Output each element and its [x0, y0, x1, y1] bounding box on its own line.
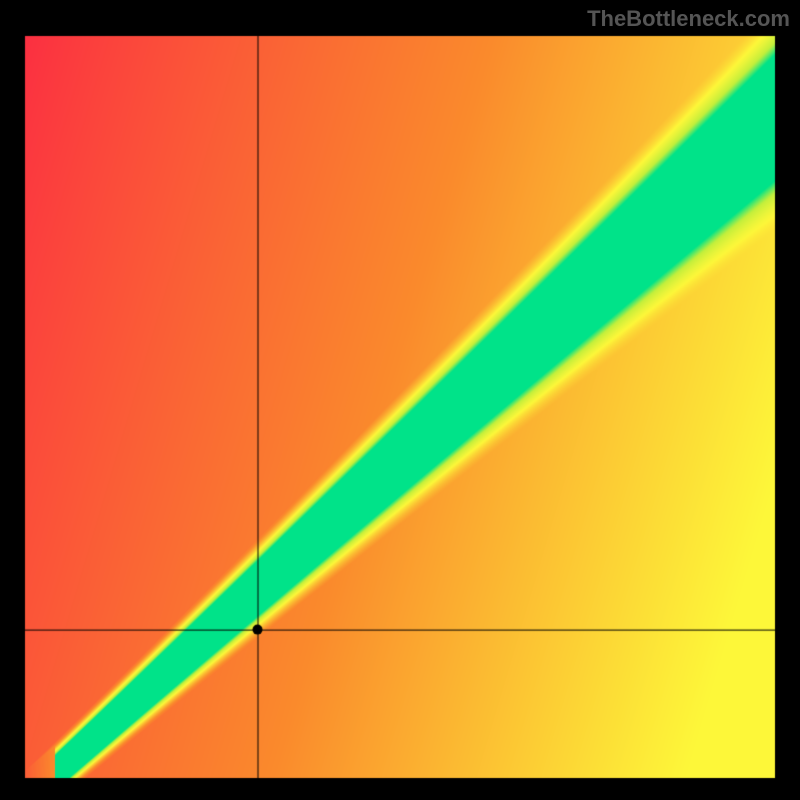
- bottleneck-heatmap: [0, 0, 800, 800]
- watermark-text: TheBottleneck.com: [587, 6, 790, 32]
- chart-container: TheBottleneck.com: [0, 0, 800, 800]
